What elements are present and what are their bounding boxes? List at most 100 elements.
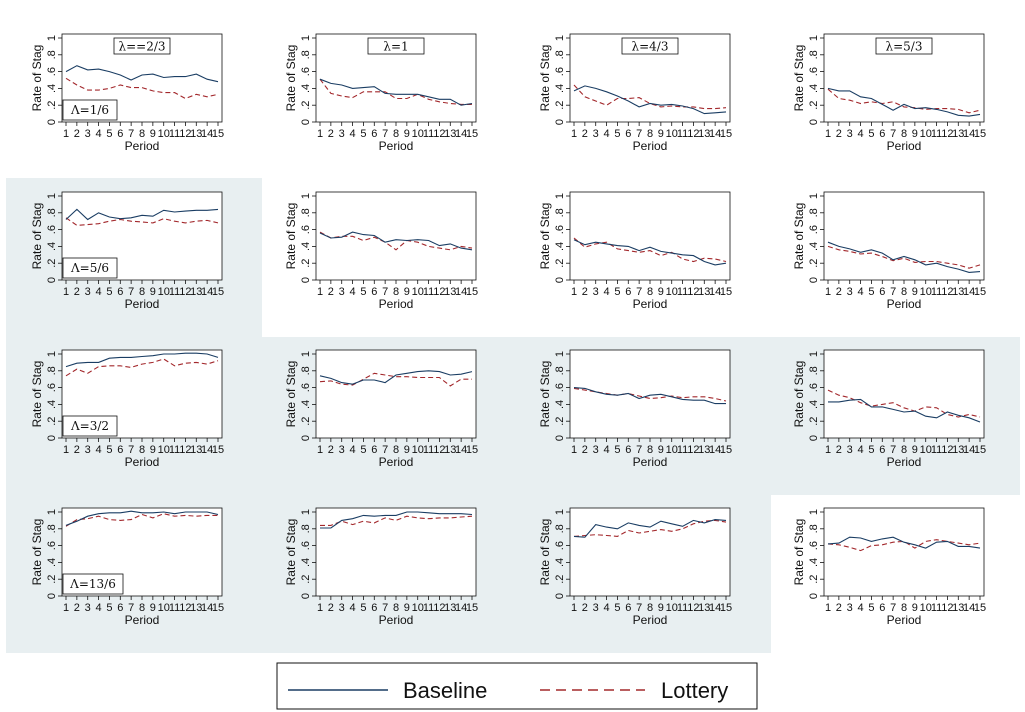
baseline-line xyxy=(319,231,473,251)
x-tick-label: 3 xyxy=(85,128,91,140)
x-tick-label: 2 xyxy=(836,128,842,140)
y-tick-label: .2 xyxy=(808,259,820,268)
x-tick-label: 6 xyxy=(117,128,123,140)
x-tick-label: 4 xyxy=(96,602,102,614)
x-tick-label: 15 xyxy=(974,602,986,614)
x-tick-label: 6 xyxy=(879,286,885,298)
y-axis-label: Rate of Stag xyxy=(30,45,44,112)
y-tick-label: 1 xyxy=(300,35,312,41)
y-tick-label: 0 xyxy=(554,593,566,599)
x-tick-label: 1 xyxy=(571,286,577,298)
x-tick-label: 7 xyxy=(382,128,388,140)
x-tick-label: 8 xyxy=(393,128,399,140)
x-tick-label: 4 xyxy=(350,128,356,140)
x-tick-label: 12 xyxy=(433,128,445,140)
x-tick-label: 5 xyxy=(614,128,620,140)
row-label: Λ=5/6 xyxy=(70,261,109,275)
y-tick-label: .4 xyxy=(808,84,820,93)
x-tick-label: 14 xyxy=(455,444,467,456)
x-tick-label: 4 xyxy=(604,286,610,298)
baseline-line xyxy=(573,519,727,538)
y-tick-label: .4 xyxy=(46,84,58,93)
x-tick-label: 10 xyxy=(920,444,932,456)
x-tick-label: 12 xyxy=(179,286,191,298)
x-tick-label: 8 xyxy=(139,602,145,614)
y-axis-label: Rate of Stag xyxy=(30,203,44,270)
x-tick-label: 14 xyxy=(709,444,721,456)
x-tick-label: 15 xyxy=(466,286,478,298)
x-tick-label: 3 xyxy=(593,444,599,456)
x-tick-label: 3 xyxy=(339,286,345,298)
column-title: λ==2/3 xyxy=(118,40,165,54)
x-tick-label: 6 xyxy=(117,286,123,298)
x-tick-label: 11 xyxy=(169,444,180,456)
y-tick-label: .4 xyxy=(46,242,58,251)
y-tick-label: .4 xyxy=(554,242,566,251)
x-tick-label: 9 xyxy=(912,602,918,614)
x-tick-label: 3 xyxy=(847,128,853,140)
y-tick-label: 0 xyxy=(46,277,58,283)
x-tick-label: 11 xyxy=(423,444,434,456)
x-tick-label: 7 xyxy=(128,602,134,614)
x-tick-label: 7 xyxy=(890,286,896,298)
y-tick-label: .6 xyxy=(808,225,820,234)
x-axis-label: Period xyxy=(887,139,922,153)
x-tick-label: 12 xyxy=(941,128,953,140)
x-tick-label: 14 xyxy=(201,444,213,456)
x-tick-label: 10 xyxy=(666,444,678,456)
y-tick-label: 0 xyxy=(554,435,566,441)
x-tick-label: 13 xyxy=(444,444,456,456)
x-tick-label: 15 xyxy=(974,128,986,140)
plot-area xyxy=(315,507,477,597)
x-tick-label: 4 xyxy=(96,128,102,140)
x-tick-label: 10 xyxy=(158,444,170,456)
x-tick-label: 6 xyxy=(117,444,123,456)
y-tick-label: 1 xyxy=(554,509,566,515)
x-tick-label: 9 xyxy=(658,602,664,614)
x-tick-label: 4 xyxy=(604,128,610,140)
x-tick-label: 14 xyxy=(455,286,467,298)
baseline-line xyxy=(827,241,981,273)
x-tick-label: 7 xyxy=(890,602,896,614)
x-tick-label: 9 xyxy=(150,128,156,140)
x-tick-label: 5 xyxy=(106,444,112,456)
x-tick-label: 3 xyxy=(847,444,853,456)
x-tick-label: 7 xyxy=(128,128,134,140)
x-tick-label: 14 xyxy=(709,128,721,140)
x-tick-label: 6 xyxy=(625,286,631,298)
x-tick-label: 13 xyxy=(952,602,964,614)
baseline-line xyxy=(320,511,473,529)
x-tick-label: 9 xyxy=(912,444,918,456)
x-tick-label: 3 xyxy=(593,128,599,140)
y-tick-label: 0 xyxy=(300,277,312,283)
x-tick-label: 5 xyxy=(106,602,112,614)
x-tick-label: 14 xyxy=(201,286,213,298)
x-tick-label: 11 xyxy=(931,444,942,456)
x-tick-label: 11 xyxy=(931,128,942,140)
x-tick-label: 7 xyxy=(128,444,134,456)
y-tick-label: 1 xyxy=(808,509,820,515)
y-tick-label: 0 xyxy=(300,593,312,599)
x-tick-label: 6 xyxy=(625,602,631,614)
x-tick-label: 10 xyxy=(666,286,678,298)
x-tick-label: 8 xyxy=(139,128,145,140)
x-tick-label: 8 xyxy=(139,286,145,298)
y-tick-label: .6 xyxy=(554,541,566,550)
x-tick-label: 2 xyxy=(582,128,588,140)
x-tick-label: 7 xyxy=(636,602,642,614)
y-tick-label: 1 xyxy=(300,351,312,357)
x-tick-label: 8 xyxy=(901,602,907,614)
y-tick-label: 1 xyxy=(46,35,58,41)
x-tick-label: 6 xyxy=(371,286,377,298)
plot-area xyxy=(823,507,985,597)
lottery-line xyxy=(319,372,472,387)
column-title-box xyxy=(367,37,425,55)
x-tick-label: 2 xyxy=(328,286,334,298)
x-tick-label: 11 xyxy=(423,286,434,298)
x-tick-label: 9 xyxy=(658,444,664,456)
y-tick-label: .2 xyxy=(808,101,820,110)
y-tick-label: .6 xyxy=(300,383,312,392)
